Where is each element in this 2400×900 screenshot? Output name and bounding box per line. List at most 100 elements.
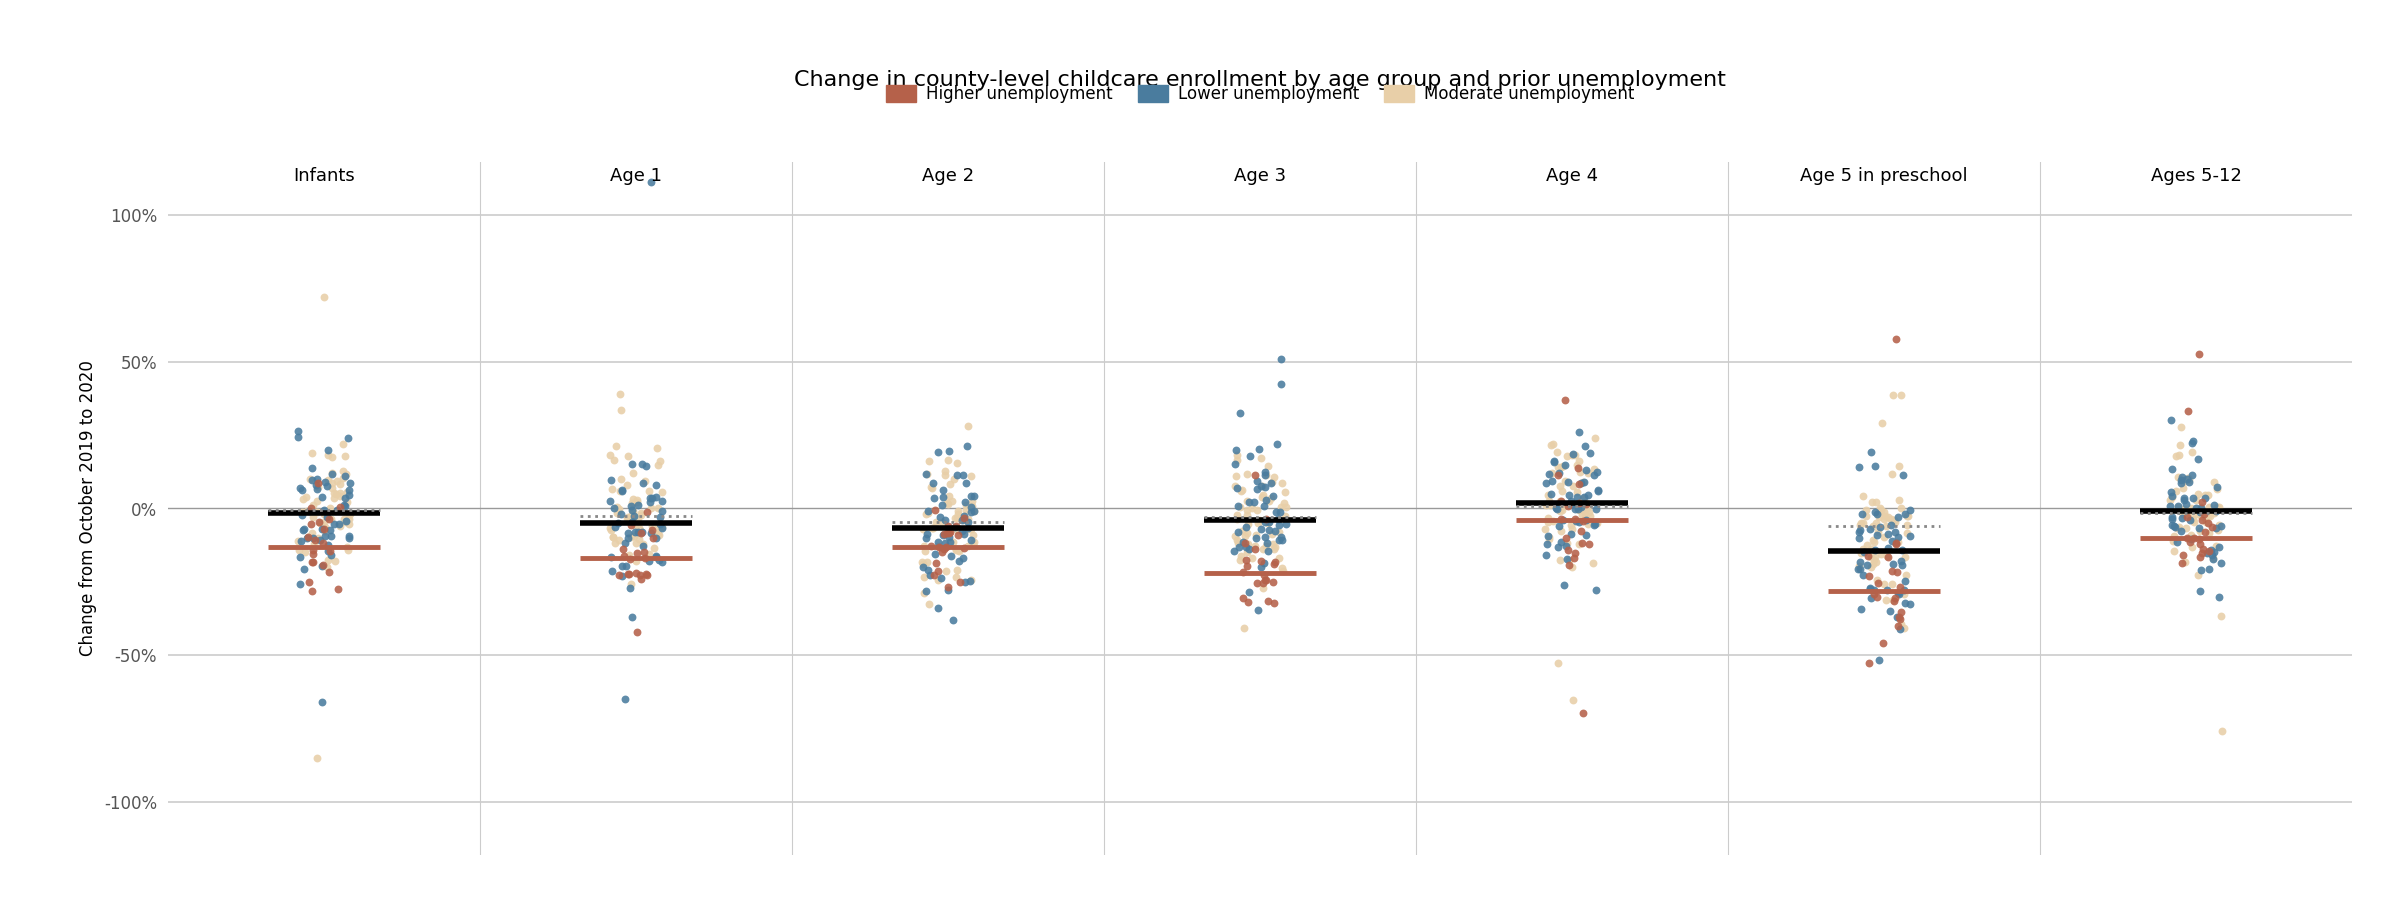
Point: [1226, 529, 1265, 544]
Point: [1238, 576, 1277, 590]
Point: [631, 491, 670, 505]
Point: [934, 613, 972, 627]
Point: [1246, 555, 1284, 570]
Point: [602, 559, 641, 573]
Point: [907, 584, 946, 598]
Point: [1536, 454, 1574, 469]
Point: [1843, 546, 1882, 561]
Point: [310, 544, 348, 558]
Point: [595, 500, 634, 515]
Point: [2194, 520, 2232, 535]
Point: [1874, 593, 1913, 608]
Point: [1267, 517, 1306, 531]
Point: [1850, 569, 1889, 583]
Point: [1579, 483, 1618, 498]
Point: [2167, 497, 2206, 511]
Point: [2174, 512, 2213, 526]
Point: [1260, 525, 1298, 539]
Point: [638, 501, 677, 516]
Point: [1217, 511, 1255, 526]
Point: [1234, 501, 1272, 516]
Point: [907, 466, 946, 481]
Point: [943, 513, 982, 527]
Point: [1862, 635, 1901, 650]
Point: [329, 543, 367, 557]
Point: [307, 560, 346, 574]
Point: [300, 533, 338, 547]
Point: [946, 575, 984, 590]
Point: [2167, 531, 2206, 545]
Point: [905, 544, 943, 558]
Point: [1555, 545, 1594, 560]
Point: [290, 472, 329, 487]
Point: [593, 530, 631, 544]
Point: [1562, 500, 1601, 514]
Point: [1534, 514, 1572, 528]
Point: [1882, 501, 1920, 516]
Point: [293, 531, 331, 545]
Point: [2158, 521, 2196, 535]
Point: [2198, 500, 2237, 515]
Point: [1565, 706, 1603, 721]
Point: [1231, 585, 1270, 599]
Point: [326, 449, 365, 464]
Point: [302, 695, 341, 709]
Point: [298, 751, 336, 765]
Point: [593, 523, 631, 537]
Point: [302, 559, 341, 573]
Point: [1217, 447, 1255, 462]
Point: [622, 568, 660, 582]
Point: [929, 580, 967, 594]
Point: [293, 543, 331, 557]
Point: [590, 472, 629, 487]
Point: [1246, 480, 1284, 494]
Point: [326, 469, 365, 483]
Point: [300, 517, 338, 531]
Point: [605, 536, 643, 551]
Point: [924, 515, 962, 529]
Point: [946, 541, 984, 555]
Point: [634, 531, 672, 545]
Point: [1538, 656, 1577, 670]
Point: [305, 290, 343, 304]
Point: [1214, 544, 1253, 558]
Point: [1853, 533, 1891, 547]
Point: [1886, 568, 1925, 582]
Point: [1255, 537, 1294, 552]
Point: [1838, 531, 1877, 545]
Point: [2182, 495, 2220, 509]
Point: [1229, 517, 1267, 531]
Point: [905, 557, 943, 572]
Point: [1577, 583, 1615, 598]
Point: [1577, 501, 1615, 516]
Point: [293, 526, 331, 541]
Point: [1570, 513, 1608, 527]
Point: [610, 510, 648, 525]
Point: [1246, 464, 1284, 479]
Point: [302, 536, 341, 551]
Point: [643, 493, 682, 508]
Point: [612, 530, 650, 544]
Point: [1567, 501, 1606, 516]
Point: [634, 523, 672, 537]
Point: [1531, 486, 1570, 500]
Point: [619, 531, 658, 545]
Point: [2153, 518, 2191, 533]
Point: [1574, 431, 1613, 446]
Point: [926, 536, 965, 550]
Point: [612, 609, 650, 624]
Point: [278, 543, 317, 557]
Point: [914, 503, 953, 517]
Point: [955, 503, 994, 517]
Point: [1246, 467, 1284, 482]
Point: [1538, 518, 1577, 533]
Point: [624, 457, 662, 472]
Point: [1548, 536, 1586, 550]
Point: [329, 540, 367, 554]
Point: [1267, 500, 1306, 514]
Point: [1538, 445, 1577, 459]
Point: [1224, 591, 1262, 606]
Point: [1550, 558, 1589, 572]
Point: [638, 527, 677, 542]
Point: [619, 493, 658, 508]
